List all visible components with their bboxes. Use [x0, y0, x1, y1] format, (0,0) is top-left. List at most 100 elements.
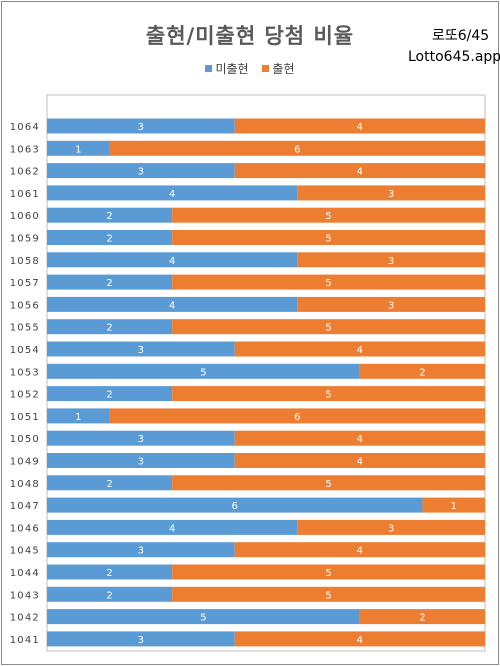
bar-segment-drawn	[359, 363, 485, 379]
data-label-not-drawn: 3	[138, 345, 144, 356]
data-label-drawn: 4	[357, 546, 363, 557]
data-label-drawn: 5	[325, 234, 331, 245]
data-label-drawn: 3	[388, 523, 394, 534]
y-tick-label: 1048	[10, 479, 40, 490]
data-label-not-drawn: 1	[75, 144, 81, 155]
bar-segment-not-drawn	[47, 319, 173, 335]
data-label-drawn: 3	[388, 300, 394, 311]
y-tick-label: 1050	[10, 434, 40, 445]
data-label-drawn: 4	[357, 434, 363, 445]
data-label-drawn: 4	[357, 635, 363, 646]
data-label-not-drawn: 2	[106, 390, 112, 401]
bar-segment-not-drawn	[47, 519, 298, 535]
y-tick-label: 1053	[10, 367, 40, 378]
bar-segment-drawn	[172, 475, 485, 491]
bar-segment-not-drawn	[47, 185, 298, 201]
data-label-not-drawn: 3	[138, 457, 144, 468]
y-tick-label: 1042	[10, 613, 40, 624]
chart-legend: 미출현 출현	[0, 60, 500, 77]
data-label-not-drawn: 3	[138, 122, 144, 133]
data-label-not-drawn: 4	[169, 256, 175, 267]
legend-label-drawn: 출현	[272, 62, 295, 76]
bar-segment-drawn	[109, 140, 486, 156]
data-label-drawn: 1	[451, 501, 457, 512]
bar-segment-not-drawn	[47, 363, 360, 379]
data-label-drawn: 5	[325, 390, 331, 401]
data-label-not-drawn: 4	[169, 189, 175, 200]
chart-title: 출현/미출현 당첨 비율	[145, 24, 355, 48]
bar-segment-drawn	[172, 230, 485, 245]
data-label-not-drawn: 6	[232, 501, 238, 512]
bar-segment-drawn	[172, 586, 485, 602]
bar-segment-not-drawn	[47, 430, 235, 446]
data-label-drawn: 5	[325, 568, 331, 579]
y-tick-label: 1059	[10, 234, 40, 245]
data-label-drawn: 3	[388, 256, 394, 267]
data-label-drawn: 6	[294, 412, 300, 423]
bar-segment-drawn	[234, 631, 485, 647]
data-label-not-drawn: 2	[106, 278, 112, 289]
data-label-not-drawn: 2	[106, 590, 112, 601]
bar-segment-not-drawn	[47, 386, 173, 402]
bar-segment-drawn	[234, 542, 485, 558]
bar-segment-not-drawn	[47, 274, 173, 290]
y-tick-label: 1055	[10, 323, 40, 334]
bar-segment-drawn	[297, 252, 485, 268]
bar-segment-drawn	[234, 118, 485, 134]
y-tick-label: 1057	[10, 278, 40, 289]
bar-segment-drawn	[172, 319, 485, 335]
y-tick-label: 1064	[10, 122, 40, 133]
data-label-not-drawn: 3	[138, 635, 144, 646]
data-label-drawn: 4	[357, 122, 363, 133]
legend-label-not-drawn: 미출현	[215, 62, 249, 76]
y-tick-label: 1054	[10, 345, 40, 356]
bar-segment-drawn	[109, 408, 486, 424]
y-tick-label: 1062	[10, 167, 40, 178]
y-tick-label: 1041	[10, 635, 40, 646]
data-label-drawn: 3	[388, 189, 394, 200]
data-label-not-drawn: 5	[200, 367, 206, 378]
y-tick-label: 1056	[10, 300, 40, 311]
legend-swatch-drawn	[262, 65, 270, 72]
data-label-drawn: 2	[419, 613, 425, 624]
data-label-not-drawn: 2	[106, 479, 112, 490]
data-label-not-drawn: 2	[106, 568, 112, 579]
bar-segment-not-drawn	[47, 207, 173, 223]
y-tick-label: 1047	[10, 501, 40, 512]
y-tick-label: 1043	[10, 590, 40, 601]
data-label-not-drawn: 1	[75, 412, 81, 423]
legend-swatch-not-drawn	[205, 65, 213, 72]
bar-segment-not-drawn	[47, 586, 173, 602]
y-tick-label: 1058	[10, 256, 40, 267]
bar-segment-not-drawn	[47, 252, 298, 268]
bar-segment-not-drawn	[47, 408, 110, 424]
data-label-drawn: 4	[357, 457, 363, 468]
bar-segment-not-drawn	[47, 631, 235, 647]
data-label-not-drawn: 3	[138, 546, 144, 557]
bar-segment-not-drawn	[47, 542, 235, 558]
bar-segment-drawn	[172, 274, 485, 290]
data-label-drawn: 5	[325, 211, 331, 222]
bar-segment-not-drawn	[47, 564, 173, 580]
bar-segment-drawn	[234, 341, 485, 357]
y-tick-label: 1046	[10, 523, 40, 534]
y-tick-label: 1063	[10, 144, 40, 155]
data-label-not-drawn: 2	[106, 211, 112, 222]
bar-segment-drawn	[234, 430, 485, 446]
bar-segment-not-drawn	[47, 163, 235, 179]
bar-segment-not-drawn	[47, 341, 235, 357]
data-label-not-drawn: 5	[200, 613, 206, 624]
bar-segment-drawn	[422, 497, 485, 513]
y-tick-label: 1060	[10, 211, 40, 222]
data-label-drawn: 2	[419, 367, 425, 378]
bar-segment-drawn	[359, 609, 485, 625]
data-label-not-drawn: 4	[169, 300, 175, 311]
brand-name: 로또6/45	[432, 28, 490, 44]
bar-segment-drawn	[234, 453, 485, 468]
data-label-drawn: 5	[325, 323, 331, 334]
data-label-not-drawn: 3	[138, 167, 144, 178]
data-label-drawn: 4	[357, 167, 363, 178]
data-label-not-drawn: 2	[106, 234, 112, 245]
y-tick-label: 1051	[10, 412, 40, 423]
bar-segment-not-drawn	[47, 609, 360, 625]
